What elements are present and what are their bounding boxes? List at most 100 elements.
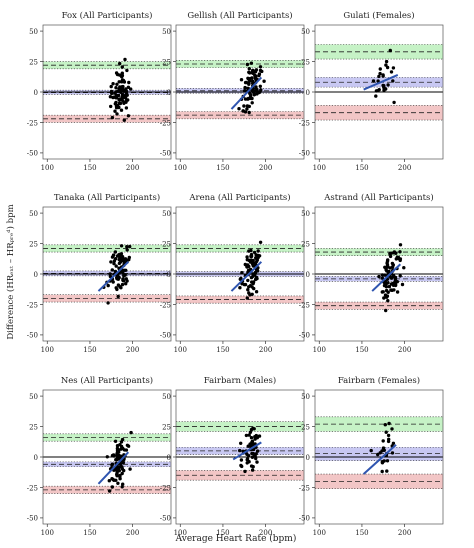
data-point [114, 468, 119, 472]
data-point [391, 66, 396, 70]
x-tick-label: 200 [259, 164, 272, 172]
data-point [113, 109, 117, 113]
y-tick-label: -25 [160, 484, 171, 492]
data-point [385, 261, 389, 265]
data-point [118, 98, 122, 102]
data-point [247, 104, 251, 109]
regression-line [97, 451, 130, 485]
data-point [246, 288, 250, 292]
y-tick-label: -25 [299, 119, 310, 127]
panel-title: Fairbarn (Males) [204, 375, 276, 386]
data-point [391, 251, 396, 255]
data-point [113, 439, 118, 443]
data-point [387, 284, 392, 289]
data-point [117, 253, 121, 257]
y-tick-label: 50 [162, 28, 171, 36]
data-point [247, 70, 251, 75]
data-points [237, 61, 266, 115]
y-tick-label: 50 [29, 210, 38, 218]
data-point [118, 61, 122, 66]
data-point [250, 292, 254, 296]
data-point [128, 467, 132, 471]
x-tick-label: 150 [83, 164, 96, 172]
y-tick-label: 25 [162, 58, 171, 66]
data-point [123, 57, 127, 62]
y-tick-label: 50 [162, 393, 171, 401]
data-point [128, 244, 132, 249]
data-point [251, 426, 255, 430]
y-tick-label: 0 [306, 89, 310, 97]
data-point [384, 430, 388, 434]
data-point [250, 101, 254, 105]
data-point [245, 255, 249, 259]
y-tick-label: 0 [34, 89, 38, 97]
data-point [391, 263, 395, 267]
data-point [114, 100, 118, 105]
data-point [250, 79, 255, 83]
y-tick-label: 50 [29, 28, 38, 36]
data-point [258, 240, 263, 244]
data-point [245, 461, 249, 465]
panel-title: Fox (All Participants) [62, 10, 153, 21]
data-point [259, 88, 263, 92]
data-point [258, 84, 262, 89]
data-point [247, 67, 251, 71]
data-point [246, 86, 250, 91]
data-point [125, 248, 129, 252]
data-point [371, 79, 376, 83]
x-tick-label: 150 [355, 529, 368, 537]
data-point [244, 433, 249, 438]
y-tick-label: 25 [29, 240, 38, 248]
data-point [111, 280, 115, 284]
data-point [115, 287, 119, 292]
panel-title: Tanaka (All Participants) [54, 192, 160, 203]
data-point [250, 468, 255, 472]
panel-7: Nes (All Participants) -50 -25 0 25 50 100 150 2… [27, 375, 172, 537]
data-point [121, 99, 125, 103]
data-point [384, 308, 388, 313]
data-point [392, 288, 396, 292]
y-tick-label: -50 [299, 515, 310, 523]
data-point [120, 282, 125, 287]
data-point [392, 100, 396, 105]
data-point [109, 260, 113, 264]
y-tick-label: -50 [27, 515, 38, 523]
data-point [239, 463, 243, 468]
x-tick-label: 150 [216, 529, 229, 537]
data-point [126, 114, 131, 118]
data-point [113, 250, 118, 254]
data-point [246, 278, 250, 283]
data-point [242, 282, 247, 287]
data-points [102, 244, 132, 305]
data-point [243, 85, 247, 90]
panel-title: Gulati (Females) [343, 10, 414, 21]
regression-line [230, 261, 263, 292]
x-tick-label: 100 [174, 529, 187, 537]
y-tick-label: 50 [301, 210, 310, 218]
y-tick-label: 50 [162, 210, 171, 218]
data-point [107, 489, 112, 493]
data-point [247, 77, 252, 81]
data-point [118, 473, 122, 478]
y-tick-label: 0 [34, 271, 38, 279]
data-point [122, 95, 126, 99]
x-tick-label: 200 [398, 164, 411, 172]
panel-title: Gellish (All Participants) [187, 10, 292, 21]
data-point [386, 433, 391, 438]
data-point [389, 282, 394, 286]
y-tick-label: 25 [301, 240, 310, 248]
y-tick-label: 25 [162, 240, 171, 248]
data-point [386, 83, 390, 87]
data-point [249, 61, 254, 65]
data-point [385, 65, 390, 70]
data-point [238, 448, 242, 453]
data-point [124, 448, 129, 452]
data-point [116, 294, 120, 299]
y-tick-label: 25 [29, 58, 38, 66]
y-tick-label: 25 [301, 58, 310, 66]
data-point [119, 108, 124, 112]
panel-6: Astrand (All Participants) -50 -25 0 25 50 100… [299, 192, 444, 354]
x-tick-label: 100 [313, 529, 326, 537]
data-point [383, 265, 387, 269]
data-point [247, 110, 251, 115]
